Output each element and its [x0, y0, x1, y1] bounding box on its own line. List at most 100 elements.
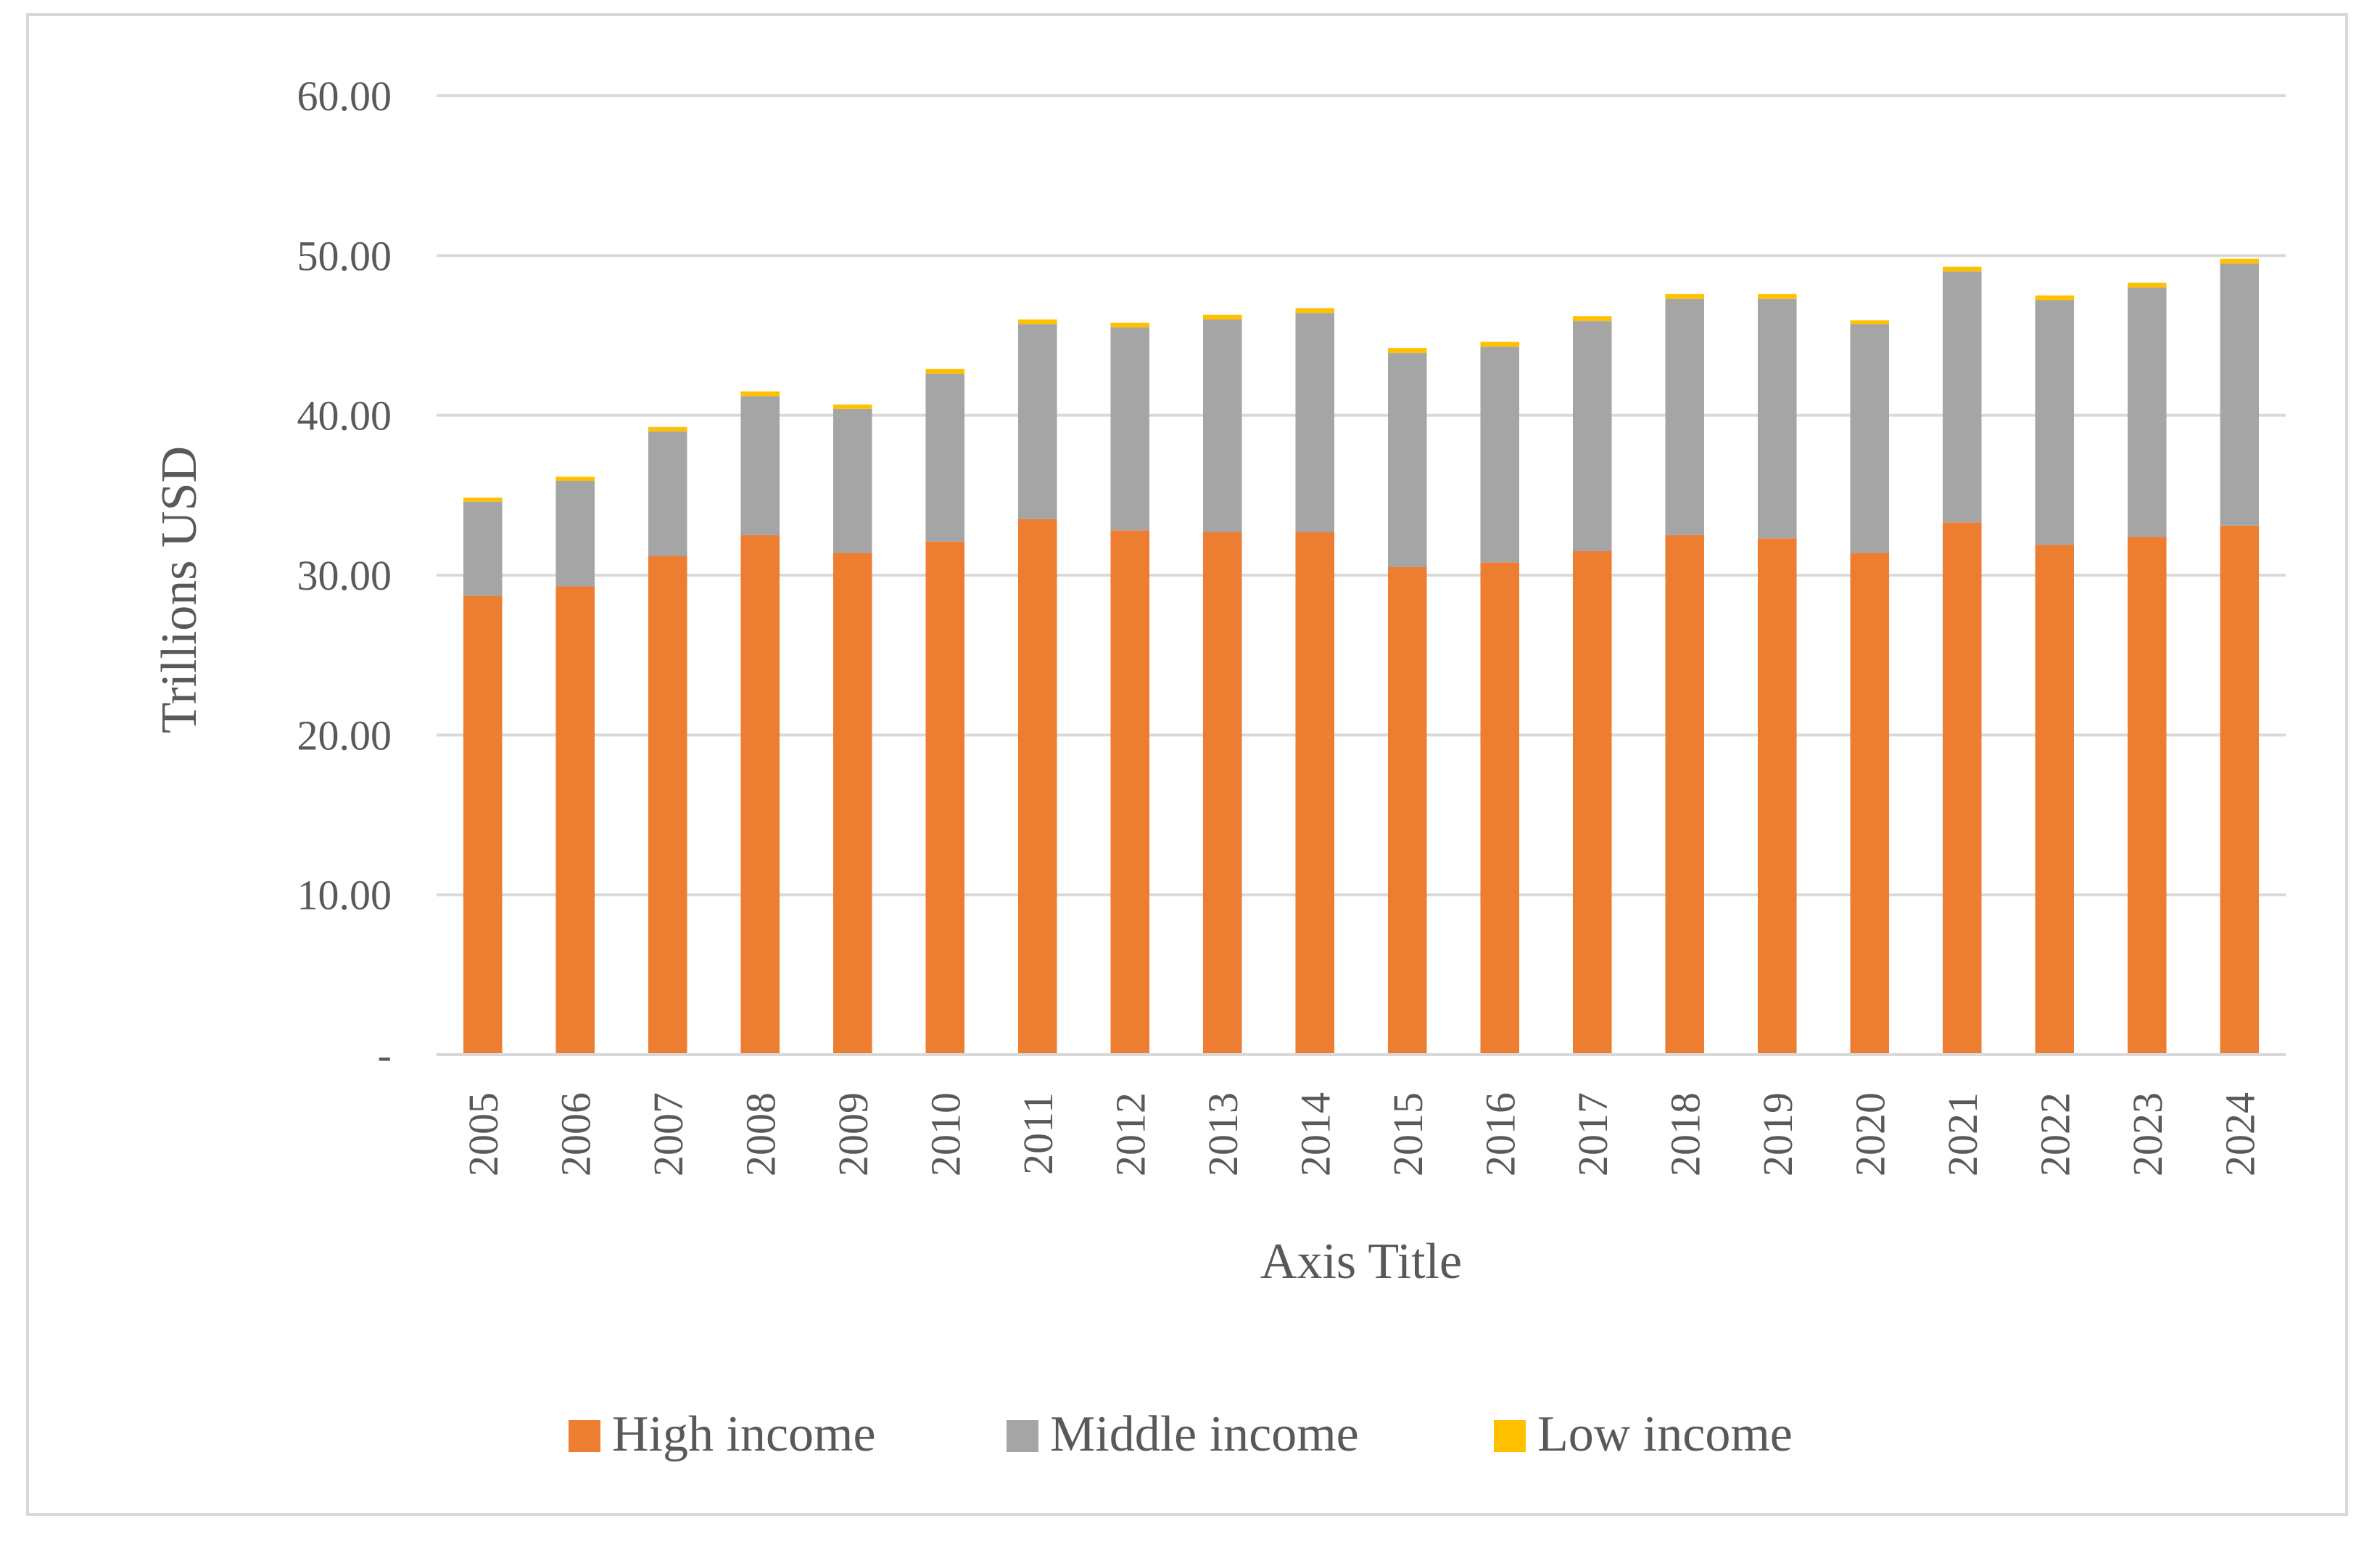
- x-tick-label: 2011: [1015, 1092, 1062, 1175]
- x-tick-label: 2008: [737, 1092, 784, 1176]
- bar-high-income-2008: [740, 535, 780, 1055]
- bar-low-income-2007: [648, 426, 687, 432]
- x-tick-label: 2020: [1846, 1092, 1893, 1176]
- bar-low-income-2019: [1757, 294, 1797, 299]
- bar-middle-income-2009: [832, 408, 872, 553]
- bar-middle-income-2016: [1480, 346, 1520, 563]
- bar-low-income-2009: [832, 404, 872, 409]
- bar-high-income-2016: [1480, 562, 1520, 1055]
- bar-high-income-2019: [1757, 538, 1797, 1055]
- bar-high-income-2013: [1202, 532, 1242, 1055]
- x-tick-label: 2015: [1384, 1092, 1431, 1176]
- bar-low-income-2023: [2127, 282, 2167, 288]
- bar-high-income-2007: [648, 556, 687, 1055]
- legend-label-low-income: Low income: [1537, 1406, 1793, 1462]
- bar-middle-income-2011: [1017, 324, 1057, 519]
- bar-middle-income-2012: [1110, 327, 1150, 531]
- bar-middle-income-2017: [1572, 321, 1612, 551]
- y-tick-label: 30.00: [297, 552, 392, 599]
- bars: [463, 258, 2260, 1055]
- bar-high-income-2020: [1850, 553, 1890, 1055]
- bar-high-income-2006: [555, 586, 595, 1055]
- bar-high-income-2005: [463, 595, 503, 1055]
- bar-low-income-2010: [925, 368, 965, 374]
- x-tick-label: 2009: [830, 1092, 877, 1176]
- bar-high-income-2023: [2127, 537, 2167, 1055]
- bar-middle-income-2018: [1665, 298, 1705, 535]
- y-tick-label: 20.00: [297, 712, 392, 759]
- legend-swatch-middle-income: [1007, 1420, 1038, 1452]
- bar-middle-income-2015: [1387, 352, 1427, 567]
- bar-middle-income-2019: [1757, 298, 1797, 539]
- y-tick-label: -: [378, 1031, 392, 1079]
- bar-middle-income-2023: [2127, 287, 2167, 537]
- bar-middle-income-2022: [2035, 300, 2075, 545]
- y-tick-label: 40.00: [297, 392, 392, 440]
- y-tick-label: 60.00: [297, 73, 392, 120]
- legend-label-middle-income: Middle income: [1050, 1406, 1359, 1462]
- bar-middle-income-2008: [740, 396, 780, 535]
- x-tick-label: 2014: [1292, 1092, 1339, 1176]
- x-tick-label: 2013: [1199, 1092, 1247, 1176]
- x-tick-label: 2022: [2031, 1092, 2078, 1176]
- x-axis-ticks: 2005 2006 2007 2008 2009 2010 2011 2012 2013 2014…: [460, 1092, 2264, 1176]
- bar-middle-income-2013: [1202, 319, 1242, 532]
- bar-high-income-2018: [1665, 535, 1705, 1055]
- bar-low-income-2020: [1850, 320, 1890, 325]
- y-tick-label: 10.00: [297, 872, 392, 919]
- gridlines: [437, 94, 2286, 896]
- legend: High income Middle income Low income: [569, 1406, 1793, 1462]
- bar-low-income-2015: [1387, 348, 1427, 353]
- bar-high-income-2022: [2035, 545, 2075, 1055]
- x-tick-label: 2006: [552, 1092, 599, 1176]
- bar-high-income-2021: [1942, 522, 1982, 1055]
- bar-low-income-2017: [1572, 316, 1612, 321]
- bar-high-income-2015: [1387, 566, 1427, 1055]
- bar-low-income-2022: [2035, 295, 2075, 301]
- bar-middle-income-2010: [925, 374, 965, 542]
- x-tick-label: 2024: [2216, 1092, 2263, 1176]
- bar-middle-income-2005: [463, 501, 503, 596]
- y-tick-label: 50.00: [297, 232, 392, 279]
- bar-low-income-2016: [1480, 342, 1520, 347]
- y-axis-ticks: - 10.00 20.00 30.00 40.00 50.00 60.00: [297, 73, 392, 1079]
- legend-swatch-high-income: [569, 1420, 600, 1452]
- bar-middle-income-2014: [1295, 313, 1335, 532]
- chart-frame: - 10.00 20.00 30.00 40.00 50.00 60.00 2005 2006…: [26, 13, 2348, 1516]
- bar-low-income-2006: [555, 477, 595, 482]
- bar-high-income-2014: [1295, 532, 1335, 1055]
- bar-low-income-2014: [1295, 308, 1335, 313]
- bar-high-income-2017: [1572, 551, 1612, 1055]
- bar-middle-income-2024: [2220, 263, 2260, 526]
- bar-middle-income-2021: [1942, 271, 1982, 523]
- bar-high-income-2024: [2220, 525, 2260, 1055]
- bar-high-income-2009: [832, 553, 872, 1055]
- x-tick-label: 2016: [1476, 1092, 1524, 1176]
- y-axis-title: Trillions USD: [152, 446, 207, 733]
- x-tick-label: 2019: [1754, 1092, 1801, 1176]
- x-tick-label: 2021: [1939, 1092, 1986, 1176]
- bar-low-income-2012: [1110, 322, 1150, 328]
- x-tick-label: 2012: [1107, 1092, 1154, 1176]
- chart-svg: - 10.00 20.00 30.00 40.00 50.00 60.00 2005 2006…: [152, 73, 2286, 1462]
- x-tick-label: 2010: [922, 1092, 969, 1176]
- x-tick-label: 2023: [2124, 1092, 2171, 1176]
- x-tick-label: 2017: [1569, 1092, 1616, 1176]
- x-tick-label: 2005: [460, 1092, 507, 1176]
- bar-low-income-2021: [1942, 266, 1982, 272]
- bar-high-income-2011: [1017, 519, 1057, 1055]
- bar-middle-income-2020: [1850, 324, 1890, 553]
- bar-low-income-2005: [463, 498, 503, 502]
- bar-low-income-2018: [1665, 294, 1705, 299]
- bar-middle-income-2007: [648, 431, 687, 556]
- bar-high-income-2012: [1110, 530, 1150, 1055]
- bar-low-income-2008: [740, 391, 780, 397]
- bar-high-income-2010: [925, 541, 965, 1055]
- bar-low-income-2024: [2220, 258, 2260, 264]
- bar-middle-income-2006: [555, 481, 595, 587]
- x-tick-label: 2018: [1661, 1092, 1708, 1176]
- legend-swatch-low-income: [1494, 1420, 1526, 1452]
- legend-label-high-income: High income: [612, 1406, 876, 1462]
- x-axis-title: Axis Title: [1260, 1234, 1462, 1290]
- x-tick-label: 2007: [645, 1092, 692, 1176]
